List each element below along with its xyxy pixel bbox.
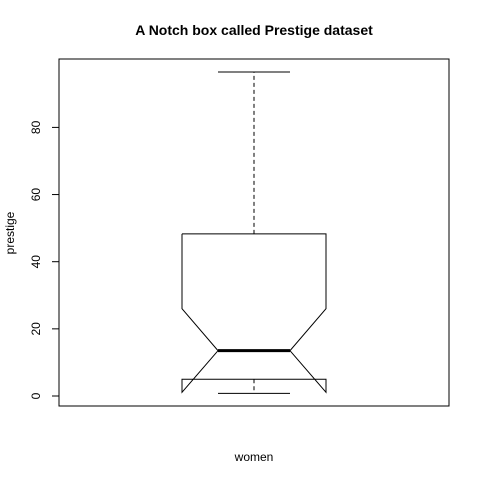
y-axis: 0 20 40 60 80	[29, 120, 60, 399]
box-group	[181, 71, 327, 394]
y-tick-label: 60	[29, 188, 43, 202]
y-tick-label: 80	[29, 120, 43, 134]
y-axis-label: prestige	[3, 211, 17, 254]
y-tick-label: 0	[29, 392, 43, 399]
y-tick-label: 20	[29, 322, 43, 336]
y-tick-label: 40	[29, 255, 43, 269]
chart-title: A Notch box called Prestige dataset	[135, 22, 373, 38]
x-axis-label: women	[234, 450, 274, 464]
notched-box	[181, 233, 327, 394]
